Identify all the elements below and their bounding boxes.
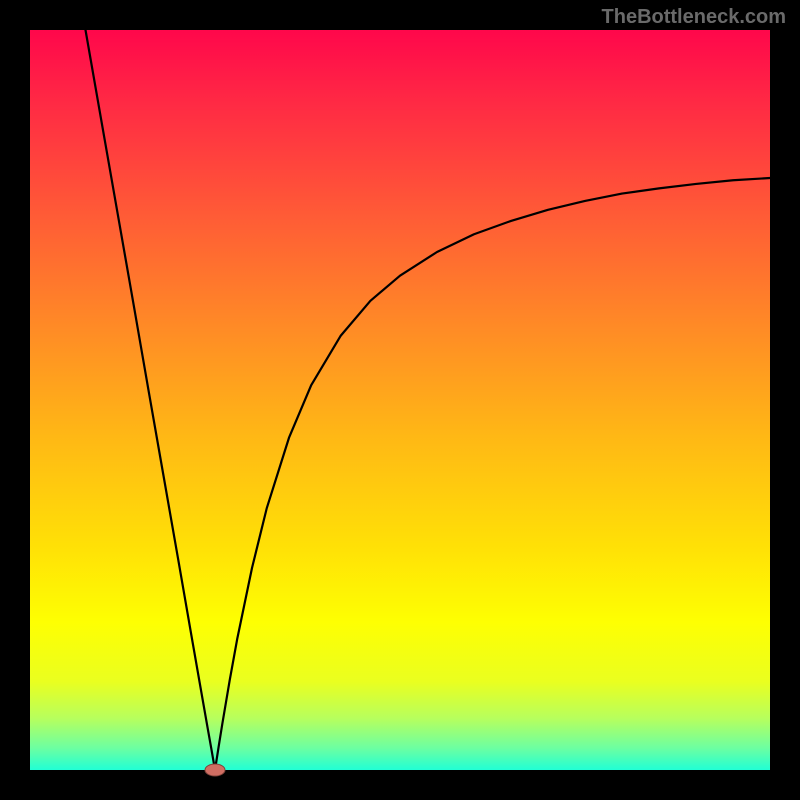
plot-area	[30, 30, 770, 770]
bottleneck-curve-chart	[0, 0, 800, 800]
vertex-marker	[205, 764, 225, 776]
chart-container: TheBottleneck.com	[0, 0, 800, 800]
